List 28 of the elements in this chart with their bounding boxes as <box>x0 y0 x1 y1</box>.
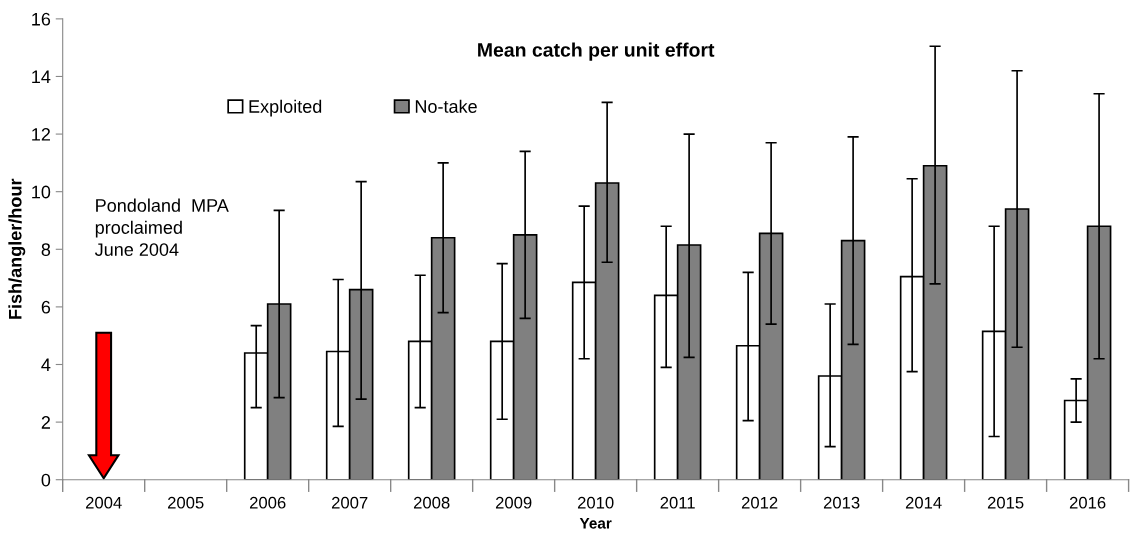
x-axis-title: Year <box>579 518 612 529</box>
x-tick-label: 2010 <box>577 496 614 509</box>
x-tick-label: 2009 <box>495 496 532 509</box>
legend-label: No-take <box>415 99 477 113</box>
x-tick-label: 2004 <box>86 496 122 509</box>
x-tick-label: 2012 <box>741 496 778 509</box>
x-tick-label: 2011 <box>660 496 695 509</box>
annotation: Pondoland MPA proclaimed June 2004 <box>94 198 229 256</box>
y-tick-label: 0 <box>41 473 51 487</box>
y-tick-label: 16 <box>32 12 51 26</box>
x-tick-label: 2016 <box>1069 496 1106 509</box>
x-tick-label: 2015 <box>987 496 1024 509</box>
x-tick-label: 2008 <box>413 496 450 509</box>
y-tick-label: 2 <box>41 416 50 429</box>
y-tick-label: 12 <box>32 128 50 141</box>
x-tick-label: 2007 <box>331 496 368 509</box>
x-tick-label: 2005 <box>167 496 204 509</box>
y-tick-label: 8 <box>41 243 51 257</box>
y-axis-title: Fish/angler/hour <box>8 178 26 319</box>
y-tick-label: 4 <box>41 358 51 372</box>
x-tick-label: 2006 <box>249 496 286 509</box>
text: Mean catch per unit effort <box>478 42 715 61</box>
y-tick-label: 14 <box>32 70 51 84</box>
y-tick-label: 10 <box>32 185 51 199</box>
x-tick-label: 2014 <box>905 496 942 509</box>
y-tick-label: 6 <box>41 300 51 314</box>
x-tick-label: 2013 <box>823 496 860 509</box>
legend-label: Exploited <box>249 99 322 117</box>
